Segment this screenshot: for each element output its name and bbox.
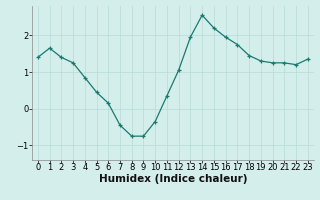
X-axis label: Humidex (Indice chaleur): Humidex (Indice chaleur) <box>99 174 247 184</box>
